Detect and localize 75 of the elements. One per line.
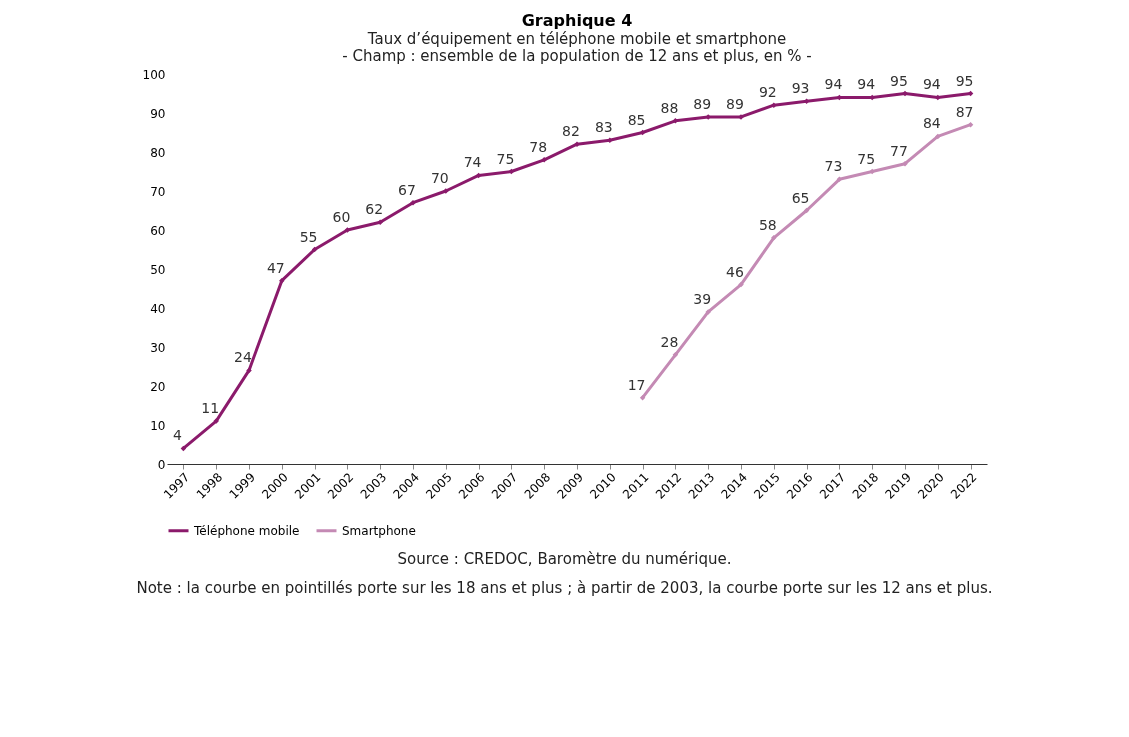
y-tick-label: 20 xyxy=(150,379,166,394)
point xyxy=(869,168,875,175)
text: - Champ : ensemble de la population de 12 ans et plus, en % - xyxy=(342,47,812,65)
data-label: 94 xyxy=(824,76,843,93)
point xyxy=(738,281,744,288)
data-label: 78 xyxy=(529,138,548,155)
data-label: 94 xyxy=(857,76,876,93)
y-tick-label: 100 xyxy=(142,67,166,82)
point xyxy=(836,176,843,183)
point xyxy=(705,309,711,315)
legend-label: Smartphone xyxy=(342,523,416,538)
chart-subtitle: Taux d’équipement en téléphone mobile et smartphone xyxy=(366,30,787,48)
point xyxy=(935,94,941,101)
point xyxy=(213,418,219,424)
data-label: 60 xyxy=(332,209,351,225)
data-label: 47 xyxy=(266,259,285,276)
data-label: 39 xyxy=(693,290,712,307)
data-label: 94 xyxy=(922,76,941,93)
y-tick-label: 60 xyxy=(150,223,166,238)
y-tick-label: 10 xyxy=(150,418,166,433)
point xyxy=(935,133,941,140)
data-label: 95 xyxy=(955,72,974,89)
data-label: 58 xyxy=(758,216,777,233)
data-label: 82 xyxy=(562,123,580,140)
data-label: 4 xyxy=(172,427,182,444)
point xyxy=(607,137,613,144)
point xyxy=(541,157,547,163)
data-label: 93 xyxy=(791,80,810,97)
data-label: 65 xyxy=(791,189,810,206)
data-label: 67 xyxy=(398,181,416,198)
y-tick-label: 80 xyxy=(150,145,166,160)
data-label: 74 xyxy=(463,154,482,171)
point xyxy=(377,219,383,225)
data-label: 92 xyxy=(758,84,777,101)
data-label: 62 xyxy=(365,201,384,218)
point xyxy=(705,114,711,120)
data-label: 89 xyxy=(726,95,744,112)
data-label: 28 xyxy=(660,333,679,350)
y-tick-label: 40 xyxy=(150,301,166,316)
data-label: 55 xyxy=(299,228,318,245)
data-label: 84 xyxy=(922,115,941,132)
point xyxy=(902,160,908,167)
point xyxy=(410,199,416,206)
text: Note : la courbe en pointillés porte sur les 18 ans et plus ; à partir de 2003, la courbe porte sur les 12 ans et plus. xyxy=(135,577,994,599)
data-label: 75 xyxy=(857,150,876,167)
chart-title: Graphique 4 xyxy=(521,11,633,30)
data-label: 85 xyxy=(627,111,646,128)
data-label: 46 xyxy=(726,263,744,280)
point xyxy=(771,235,777,241)
source-note: Source : CREDOC, Baromètre du numérique. xyxy=(396,549,733,570)
data-label: 95 xyxy=(890,72,908,89)
y-tick-label: 0 xyxy=(157,457,166,472)
point xyxy=(967,121,974,128)
data-label: 87 xyxy=(955,103,974,120)
point xyxy=(902,90,908,97)
point xyxy=(639,394,646,401)
legend-label: Téléphone mobile xyxy=(193,523,300,538)
point xyxy=(246,367,252,374)
data-label: 77 xyxy=(890,142,908,159)
data-label: 17 xyxy=(627,376,646,393)
data-label: 70 xyxy=(430,170,449,186)
data-label: 75 xyxy=(496,150,515,167)
data-label: 89 xyxy=(693,95,712,112)
y-tick-label: 30 xyxy=(150,340,166,355)
point xyxy=(771,102,777,108)
point xyxy=(279,277,285,284)
y-tick-label: 50 xyxy=(150,262,166,277)
data-label: 88 xyxy=(660,99,679,116)
data-label: 24 xyxy=(234,349,252,366)
data-label: 83 xyxy=(594,119,613,136)
data-label: 11 xyxy=(201,400,220,417)
y-tick-label: 70 xyxy=(150,184,166,199)
y-tick-label: 90 xyxy=(150,106,166,121)
data-label: 73 xyxy=(824,158,843,175)
point xyxy=(672,352,679,358)
